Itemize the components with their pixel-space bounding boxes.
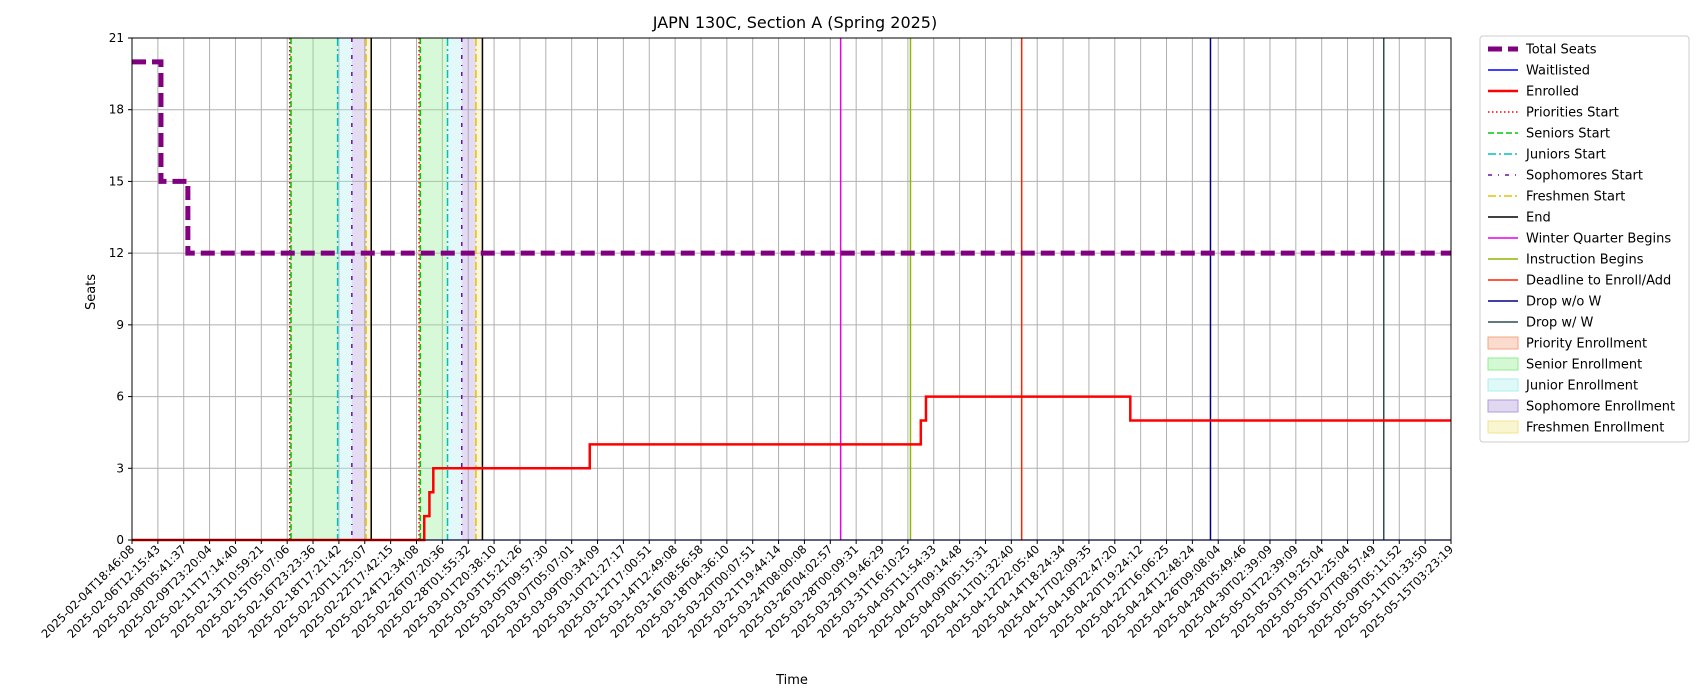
series-line bbox=[132, 59, 1451, 256]
series-line bbox=[132, 395, 1451, 542]
y-axis-label: Seats bbox=[84, 274, 99, 310]
y-tick-label: 18 bbox=[109, 103, 124, 117]
legend-label: Freshmen Start bbox=[1526, 190, 1625, 205]
enrollment-window bbox=[337, 38, 352, 540]
legend-label: Drop w/ W bbox=[1526, 316, 1594, 331]
enrollment-window bbox=[447, 38, 462, 540]
legend-label: Seniors Start bbox=[1526, 127, 1610, 142]
legend-swatch bbox=[1487, 399, 1519, 413]
legend-label: Priorities Start bbox=[1526, 106, 1619, 121]
legend-label: Priority Enrollment bbox=[1526, 337, 1647, 352]
x-axis-label: Time bbox=[775, 673, 808, 688]
legend-label: Instruction Begins bbox=[1526, 253, 1644, 268]
legend-box bbox=[1479, 35, 1690, 443]
enrollment-window bbox=[291, 38, 338, 540]
event-lines bbox=[289, 38, 1385, 540]
legend-label: Winter Quarter Begins bbox=[1526, 232, 1671, 247]
legend-label: Enrolled bbox=[1526, 85, 1579, 100]
legend-label: Drop w/o W bbox=[1526, 295, 1602, 310]
y-tick-label: 0 bbox=[116, 533, 124, 547]
enrollment-window bbox=[420, 38, 448, 540]
enrollment-window bbox=[351, 38, 367, 540]
chart-title: JAPN 130C, Section A (Spring 2025) bbox=[652, 13, 937, 32]
enrollment-window bbox=[475, 38, 483, 540]
y-tick-label: 9 bbox=[116, 318, 124, 332]
y-tick-label: 6 bbox=[116, 390, 124, 404]
legend-swatch bbox=[1487, 336, 1519, 350]
legend-swatch bbox=[1487, 357, 1519, 371]
legend-label: Deadline to Enroll/Add bbox=[1526, 274, 1671, 289]
legend-swatch bbox=[1487, 420, 1519, 434]
plot-area-frame bbox=[131, 37, 1452, 541]
legend-label: Sophomore Enrollment bbox=[1526, 400, 1675, 415]
grid-lines bbox=[131, 37, 1452, 541]
enrollment-window bbox=[289, 38, 292, 540]
legend-label: Total Seats bbox=[1525, 43, 1597, 58]
y-tick-label: 12 bbox=[109, 246, 124, 260]
legend-label: Junior Enrollment bbox=[1525, 379, 1638, 394]
y-tick-label: 3 bbox=[116, 461, 124, 475]
legend: Total Seats Waitlisted Enrolled Priorities … bbox=[1479, 35, 1690, 443]
y-tick-label: 21 bbox=[109, 31, 124, 45]
legend-label: End bbox=[1526, 211, 1551, 226]
legend-label: Waitlisted bbox=[1526, 64, 1590, 79]
enrollment-windows bbox=[289, 38, 483, 540]
legend-label: Sophomores Start bbox=[1526, 169, 1643, 184]
legend-label: Freshmen Enrollment bbox=[1526, 421, 1664, 436]
legend-label: Juniors Start bbox=[1525, 148, 1606, 163]
y-axis-ticks: 0 3 6 9 12 15 18 21 bbox=[109, 31, 132, 547]
y-tick-label: 15 bbox=[109, 174, 124, 188]
enrollment-window bbox=[366, 38, 372, 540]
legend-label: Senior Enrollment bbox=[1526, 358, 1642, 373]
x-axis-ticks: 2025-02-04T18:46:082025-02-06T12:15:4320… bbox=[38, 540, 1456, 641]
legend-swatch bbox=[1487, 378, 1519, 392]
enrollment-window bbox=[461, 38, 476, 540]
enrollment-window bbox=[419, 38, 421, 540]
